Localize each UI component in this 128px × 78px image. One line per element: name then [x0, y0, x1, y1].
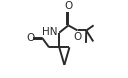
Text: O: O — [27, 33, 35, 43]
Text: O: O — [74, 32, 82, 42]
Text: O: O — [64, 1, 72, 11]
Text: HN: HN — [42, 27, 57, 37]
